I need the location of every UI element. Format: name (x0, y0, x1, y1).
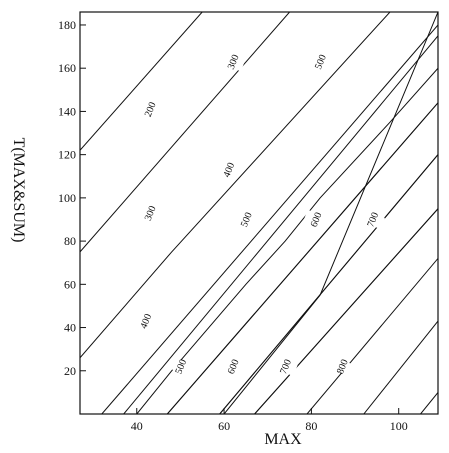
contour-label: 800 (335, 358, 351, 376)
contour-label-background (329, 356, 355, 377)
x-tick-label: 60 (218, 419, 230, 433)
contour-label: 300 (226, 53, 242, 71)
contour-line (80, 12, 391, 359)
y-tick-label: 100 (58, 191, 76, 205)
contour-label-background (220, 356, 246, 377)
contour-label: 200 (143, 101, 159, 119)
contour-label-background (233, 209, 259, 230)
contour-line (123, 35, 438, 414)
contour-lines (80, 12, 438, 414)
y-axis-ticks: 20 40 60 80 100 120 140 160 180 (58, 18, 86, 378)
contour-line (166, 102, 438, 414)
x-tick-label: 100 (390, 419, 408, 433)
y-tick-label: 80 (64, 234, 76, 248)
contour-label: 500 (173, 358, 189, 376)
contour-label: 700 (278, 358, 294, 376)
y-tick-label: 180 (58, 18, 76, 32)
contour-label: 400 (221, 161, 237, 179)
contour-line (80, 12, 203, 151)
contour-label: 600 (309, 211, 325, 229)
contour-label-background (303, 209, 329, 230)
contour-line (136, 67, 438, 414)
plot-frame (79, 11, 439, 415)
contour-label: 500 (239, 211, 255, 229)
contour-label: 700 (366, 211, 382, 229)
contour-label-background (272, 356, 298, 377)
y-tick-label: 140 (58, 104, 76, 118)
x-axis-label: MAX (264, 431, 302, 448)
contour-label-background (167, 356, 193, 377)
y-tick-label: 160 (58, 61, 76, 75)
contour-line (420, 392, 438, 414)
contour-label: 600 (226, 358, 242, 376)
y-tick-label: 20 (64, 364, 76, 378)
x-tick-label: 80 (305, 419, 317, 433)
contour-label-background (133, 311, 158, 331)
contour-line (101, 24, 438, 414)
contour-line (363, 320, 438, 414)
contour-label: 400 (139, 312, 155, 330)
contour-line (223, 12, 438, 414)
x-axis-ticks: 40 60 80 100 (131, 408, 408, 433)
y-axis-label: T(MAX&SUM) (10, 138, 27, 243)
y-tick-label: 120 (58, 148, 76, 162)
contour-line (80, 12, 290, 253)
contour-line (254, 208, 438, 414)
contour-label-background (215, 160, 241, 180)
contour-label-background (137, 203, 163, 223)
contour-label: 500 (313, 53, 329, 71)
contour-label-background (220, 52, 246, 72)
contour-label-background (360, 209, 385, 230)
contour-label: 300 (143, 204, 159, 222)
contour-label-background (307, 52, 333, 72)
y-tick-label: 60 (64, 277, 76, 291)
contour-line (219, 154, 438, 414)
contour-label-background (137, 99, 163, 119)
contour-line (306, 258, 438, 414)
contour-labels: 200 300 300 400 400 500 500 500 600 600 700 700 800 (133, 52, 385, 377)
x-tick-label: 40 (131, 419, 143, 433)
y-tick-label: 40 (64, 321, 76, 335)
